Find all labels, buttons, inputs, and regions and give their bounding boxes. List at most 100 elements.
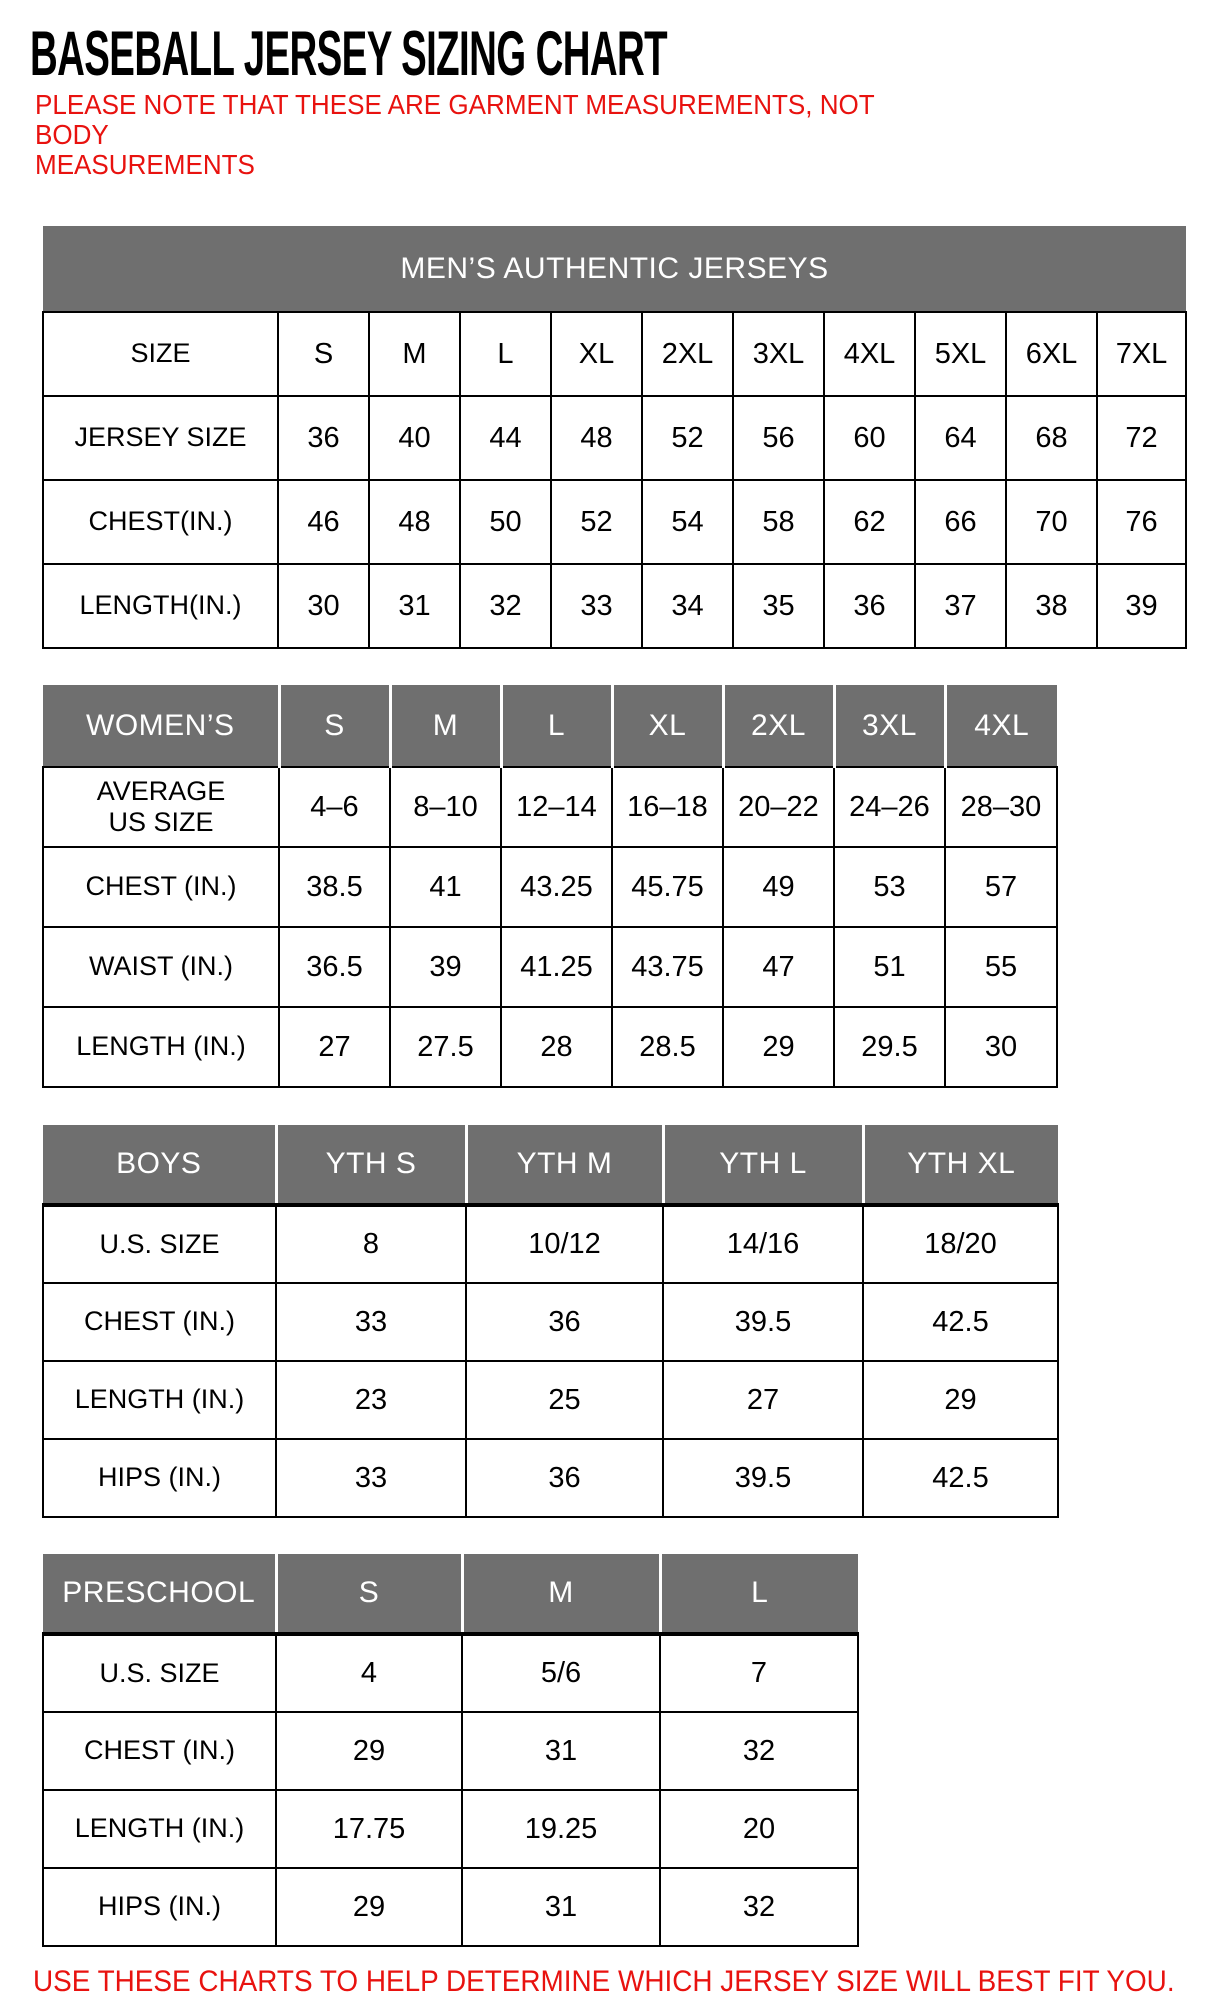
- womens-cell: 51: [833, 926, 946, 1008]
- preschool-header-label: PRESCHOOL: [43, 1554, 276, 1636]
- mens-cell: 50: [459, 479, 552, 565]
- womens-cell: 38.5: [278, 846, 391, 928]
- preschool-row-label: U.S. SIZE: [42, 1633, 277, 1713]
- boys-row-label: CHEST (IN.): [42, 1282, 277, 1362]
- womens-header-cell: 3XL: [832, 685, 945, 768]
- mens-row: CHEST(IN.) 46 48 50 52 54 58 62 66 70 76: [42, 479, 1187, 565]
- mens-cell: 31: [368, 563, 461, 649]
- preschool-cell: 29: [275, 1711, 463, 1791]
- womens-cell: 36.5: [278, 926, 391, 1008]
- womens-header-cell: 2XL: [721, 685, 834, 768]
- mens-cell: 60: [823, 395, 916, 481]
- womens-cell: 53: [833, 846, 946, 928]
- mens-cell: 46: [277, 479, 370, 565]
- womens-header-label: WOMEN’S: [43, 685, 279, 768]
- womens-cell: 4–6: [278, 766, 391, 848]
- mens-cell: XL: [550, 311, 643, 397]
- preschool-row: HIPS (IN.) 29 31 32: [42, 1867, 859, 1947]
- mens-cell: 38: [1005, 563, 1098, 649]
- boys-cell: 25: [465, 1360, 664, 1440]
- womens-cell: 28.5: [611, 1006, 724, 1088]
- mens-row-label: CHEST(IN.): [42, 479, 279, 565]
- mens-cell: 32: [459, 563, 552, 649]
- mens-cell: 39: [1096, 563, 1187, 649]
- womens-cell: 28–30: [944, 766, 1058, 848]
- womens-cell: 29.5: [833, 1006, 946, 1088]
- boys-cell: 42.5: [862, 1438, 1059, 1518]
- womens-cell: 49: [722, 846, 835, 928]
- womens-cell: 41.25: [500, 926, 613, 1008]
- womens-cell: 41: [389, 846, 502, 928]
- mens-cell: 2XL: [641, 311, 734, 397]
- boys-header-row: BOYS YTH S YTH M YTH L YTH XL: [43, 1125, 1058, 1207]
- womens-cell: 45.75: [611, 846, 724, 928]
- mens-row: SIZE S M L XL 2XL 3XL 4XL 5XL 6XL 7XL: [42, 311, 1187, 397]
- preschool-cell: 32: [659, 1867, 859, 1947]
- preschool-cell: 4: [275, 1633, 463, 1713]
- womens-header-cell: M: [388, 685, 501, 768]
- boys-header-cell: YTH S: [274, 1125, 466, 1207]
- mens-cell: 34: [641, 563, 734, 649]
- garment-measurement-note: PLEASE NOTE THAT THESE ARE GARMENT MEASU…: [35, 89, 875, 180]
- mens-cell: 52: [550, 479, 643, 565]
- womens-cell: 47: [722, 926, 835, 1008]
- mens-cell: 35: [732, 563, 825, 649]
- boys-cell: 36: [465, 1282, 664, 1362]
- womens-row-label: LENGTH (IN.): [42, 1006, 280, 1088]
- preschool-cell: 5/6: [461, 1633, 661, 1713]
- boys-cell: 39.5: [662, 1282, 864, 1362]
- boys-cell: 36: [465, 1438, 664, 1518]
- preschool-sizing-table: PRESCHOOL S M L U.S. SIZE 4 5/6 7 CHEST (IN.) 29 3…: [42, 1554, 1220, 1947]
- boys-row: U.S. SIZE 8 10/12 14/16 18/20: [42, 1204, 1059, 1284]
- womens-row: CHEST (IN.) 38.5 41 43.25 45.75 49 53 57: [42, 846, 1058, 928]
- mens-row: LENGTH(IN.) 30 31 32 33 34 35 36 37 38 39: [42, 563, 1187, 649]
- mens-cell: 68: [1005, 395, 1098, 481]
- mens-row-label: LENGTH(IN.): [42, 563, 279, 649]
- womens-cell: 24–26: [833, 766, 946, 848]
- preschool-table: PRESCHOOL S M L U.S. SIZE 4 5/6 7 CHEST (IN.) 29 3…: [42, 1554, 859, 1947]
- womens-cell: 27.5: [389, 1006, 502, 1088]
- boys-row: LENGTH (IN.) 23 25 27 29: [42, 1360, 1059, 1440]
- preschool-cell: 31: [461, 1711, 661, 1791]
- mens-row-label: SIZE: [42, 311, 279, 397]
- boys-sizing-table: BOYS YTH S YTH M YTH L YTH XL U.S. SIZE 8 10/12…: [42, 1125, 1220, 1518]
- preschool-header-cell: S: [274, 1554, 462, 1636]
- womens-cell: 29: [722, 1006, 835, 1088]
- womens-row: AVERAGE US SIZE 4–6 8–10 12–14 16–18 20–22 24–…: [42, 766, 1058, 848]
- womens-header-row: WOMEN’S S M L XL 2XL 3XL 4XL: [43, 685, 1057, 768]
- preschool-cell: 31: [461, 1867, 661, 1947]
- womens-cell: 8–10: [389, 766, 502, 848]
- womens-cell: 39: [389, 926, 502, 1008]
- preschool-header-cell: L: [658, 1554, 858, 1636]
- mens-cell: 72: [1096, 395, 1187, 481]
- preschool-header-cell: M: [460, 1554, 660, 1636]
- mens-cell: 64: [914, 395, 1007, 481]
- mens-header-row: MEN’S AUTHENTIC JERSEYS: [43, 226, 1186, 313]
- boys-cell: 10/12: [465, 1204, 664, 1284]
- mens-cell: 76: [1096, 479, 1187, 565]
- preschool-cell: 17.75: [275, 1789, 463, 1869]
- mens-cell: 66: [914, 479, 1007, 565]
- page-title: BASEBALL JERSEY SIZING CHART: [0, 0, 1220, 86]
- boys-cell: 33: [275, 1282, 467, 1362]
- boys-row: CHEST (IN.) 33 36 39.5 42.5: [42, 1282, 1059, 1362]
- preschool-row-label: CHEST (IN.): [42, 1711, 277, 1791]
- boys-cell: 14/16: [662, 1204, 864, 1284]
- mens-cell: 30: [277, 563, 370, 649]
- mens-table: MEN’S AUTHENTIC JERSEYS SIZE S M L XL 2XL 3XL 4X…: [42, 226, 1187, 649]
- mens-cell: 52: [641, 395, 734, 481]
- womens-header-cell: 4XL: [943, 685, 1057, 768]
- boys-cell: 18/20: [862, 1204, 1059, 1284]
- womens-cell: 27: [278, 1006, 391, 1088]
- boys-row-label: HIPS (IN.): [42, 1438, 277, 1518]
- womens-cell: 30: [944, 1006, 1058, 1088]
- womens-cell: 20–22: [722, 766, 835, 848]
- boys-cell: 29: [862, 1360, 1059, 1440]
- mens-cell: 62: [823, 479, 916, 565]
- mens-cell: 54: [641, 479, 734, 565]
- boys-row: HIPS (IN.) 33 36 39.5 42.5: [42, 1438, 1059, 1518]
- preschool-row: U.S. SIZE 4 5/6 7: [42, 1633, 859, 1713]
- mens-cell: M: [368, 311, 461, 397]
- boys-row-label: LENGTH (IN.): [42, 1360, 277, 1440]
- boys-header-cell: YTH XL: [861, 1125, 1058, 1207]
